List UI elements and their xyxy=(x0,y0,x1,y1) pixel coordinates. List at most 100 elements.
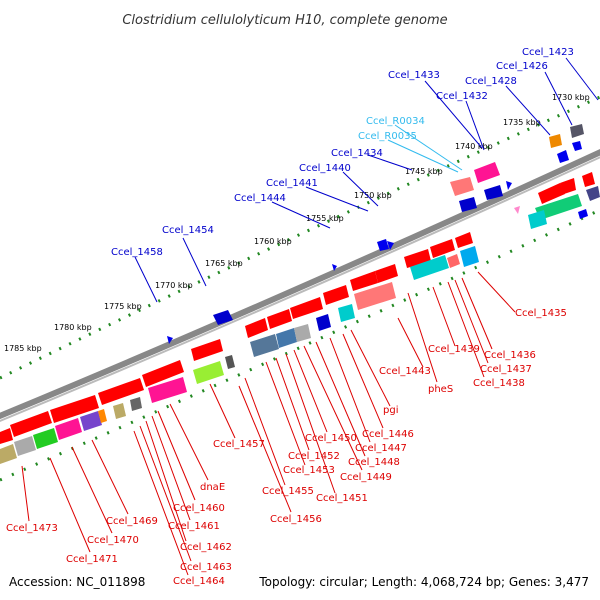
gene-block xyxy=(98,378,144,405)
leader-line xyxy=(315,341,366,457)
gene-label: Ccel_1440 xyxy=(299,163,351,174)
kbp-label: 1735 kbp xyxy=(503,118,541,127)
gene-label: Ccel_1423 xyxy=(522,47,574,58)
gene-block xyxy=(332,264,337,271)
reverse-gene-track xyxy=(0,172,600,464)
gene-label: pgi xyxy=(383,405,398,416)
genome-summary-text: Topology: circular; Length: 4,068,724 bp… xyxy=(258,575,589,589)
forward-gene-labels: Ccel_1423 Ccel_1426 Ccel_1428 Ccel_1432 … xyxy=(111,47,574,258)
leader-line xyxy=(285,353,336,494)
gene-label: Ccel_1434 xyxy=(331,148,383,159)
leader-line xyxy=(244,377,286,486)
leader-line xyxy=(407,292,438,383)
gene-label: Ccel_1437 xyxy=(480,364,532,375)
gene-block xyxy=(557,150,569,163)
leader-line xyxy=(275,357,310,451)
gene-block xyxy=(572,141,582,151)
inner-tick-arc xyxy=(0,208,600,482)
gene-block xyxy=(276,328,297,348)
gene-label: Ccel_1448 xyxy=(348,457,400,468)
leader-line xyxy=(293,349,328,433)
gene-block xyxy=(455,232,473,248)
gene-block xyxy=(375,264,398,283)
gene-block xyxy=(167,336,173,344)
kbp-label: 1740 kbp xyxy=(455,142,493,151)
kbp-label: 1775 kbp xyxy=(104,302,142,311)
gene-label: Ccel_1443 xyxy=(379,366,431,377)
gene-label: Ccel_1453 xyxy=(283,465,335,476)
gene-block xyxy=(338,304,355,322)
leader-line xyxy=(21,465,30,522)
gene-block xyxy=(0,444,17,464)
kbp-labels: 1730 kbp 1735 kbp 1740 kbp 1745 kbp 1750… xyxy=(4,93,590,353)
gene-block xyxy=(213,310,233,325)
gene-block xyxy=(323,285,349,305)
gene-block xyxy=(225,355,235,369)
gene-block xyxy=(474,162,500,183)
reverse-gene-labels: Ccel_1435 Ccel_1436 Ccel_1437 Ccel_1438 … xyxy=(6,308,567,587)
gene-block xyxy=(191,339,223,361)
kbp-label: 1770 kbp xyxy=(155,281,193,290)
gene-label: Ccel_1457 xyxy=(213,439,265,450)
leader-line xyxy=(394,124,463,171)
gene-label: Ccel_1444 xyxy=(234,193,286,204)
leader-line xyxy=(49,457,91,553)
gene-block xyxy=(50,395,99,423)
gene-block xyxy=(80,411,102,431)
forward-leaders xyxy=(134,57,599,303)
gene-block xyxy=(33,428,58,449)
gene-block xyxy=(377,239,389,251)
kbp-label: 1750 kbp xyxy=(354,191,392,200)
gene-block xyxy=(245,318,268,338)
kbp-label: 1730 kbp xyxy=(552,93,590,102)
gene-block xyxy=(148,377,187,403)
gene-block xyxy=(528,210,547,229)
gene-label: Ccel_1435 xyxy=(515,308,567,319)
gene-label: Ccel_1439 xyxy=(428,344,480,355)
leader-line xyxy=(145,420,187,542)
gene-label: Ccel_1464 xyxy=(173,576,225,587)
gene-block xyxy=(447,254,460,268)
leader-line xyxy=(477,271,516,313)
leader-line xyxy=(209,383,236,439)
gene-block xyxy=(506,181,512,190)
gene-block xyxy=(113,403,126,419)
gene-block xyxy=(0,428,13,444)
leader-line xyxy=(169,403,209,481)
gene-block xyxy=(14,436,36,456)
leader-line xyxy=(544,71,573,126)
gene-label: Ccel_1473 xyxy=(6,523,58,534)
gene-block xyxy=(570,124,584,138)
gene-block xyxy=(582,172,595,187)
gene-label: Ccel_1455 xyxy=(262,486,314,497)
gene-block xyxy=(316,314,331,331)
rna-leaders xyxy=(387,124,463,173)
gene-label: Ccel_1450 xyxy=(305,433,357,444)
leader-line xyxy=(350,329,391,407)
gene-block xyxy=(290,297,323,319)
gene-block xyxy=(294,324,311,342)
leader-line xyxy=(238,385,292,513)
gene-block xyxy=(250,334,279,357)
gene-block xyxy=(350,271,378,291)
gene-label: Ccel_1458 xyxy=(111,247,163,258)
rna-gene-labels: Ccel_R0034 Ccel_R0035 xyxy=(358,116,425,142)
gene-label: Ccel_1461 xyxy=(168,521,220,532)
gene-label: Ccel_1471 xyxy=(66,554,118,565)
gene-label: pheS xyxy=(428,384,453,395)
gene-block xyxy=(560,178,576,194)
gene-block xyxy=(586,186,600,201)
leader-line xyxy=(157,410,196,501)
reverse-leaders xyxy=(21,271,516,576)
gene-label: Ccel_1469 xyxy=(106,516,158,527)
leader-line xyxy=(447,281,485,378)
gene-block xyxy=(459,197,477,212)
gene-label: Ccel_1428 xyxy=(465,76,517,87)
gene-label: Ccel_1463 xyxy=(180,562,232,573)
genome-backbone xyxy=(0,149,600,420)
leader-line xyxy=(329,337,371,443)
map-title: Clostridium cellulolyticum H10, complete… xyxy=(122,13,447,28)
leader-line xyxy=(465,100,485,151)
leader-line xyxy=(461,277,493,350)
